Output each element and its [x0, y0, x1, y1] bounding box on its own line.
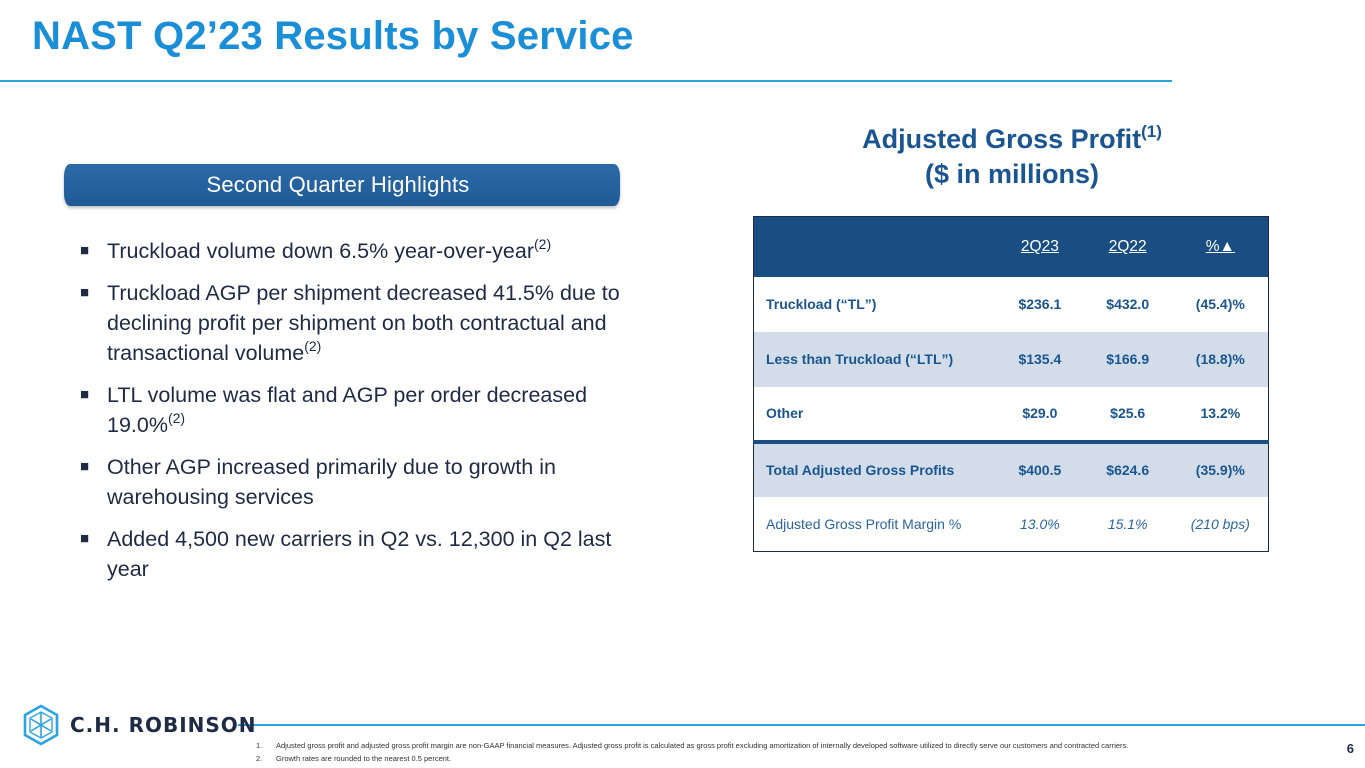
- cell-2q22: $624.6: [1106, 462, 1150, 478]
- table-row: Truckload (“TL”) $236.1 $432.0 (45.4)%: [754, 277, 1269, 332]
- table-row: Less than Truckload (“LTL”) $135.4 $166.…: [753, 331, 1269, 387]
- list-item: ■ LTL volume was flat and AGP per order …: [80, 380, 640, 440]
- list-item: ■ Other AGP increased primarily due to g…: [80, 452, 640, 512]
- table-row: Other $29.0 $25.6 13.2%: [754, 387, 1269, 442]
- table-heading: Adjusted Gross Profit(1) ($ in millions): [754, 122, 1270, 192]
- bullet-square-icon: ■: [80, 386, 90, 403]
- bullet-square-icon: ■: [80, 284, 90, 301]
- cell-change: (45.4)%: [1195, 296, 1245, 312]
- bullet-text: Truckload volume down 6.5% year-over-yea…: [107, 239, 534, 263]
- column-header-label: [754, 217, 997, 277]
- table-row-margin: Adjusted Gross Profit Margin % 13.0% 15.…: [754, 497, 1269, 552]
- list-item: ■ Added 4,500 new carriers in Q2 vs. 12,…: [80, 524, 640, 584]
- logo-wordmark: C.H. ROBINSON: [70, 713, 257, 737]
- cell-2q23: 13.0%: [1020, 515, 1060, 532]
- cell-change: (18.8)%: [1195, 351, 1245, 367]
- list-item: ■ Truckload AGP per shipment decreased 4…: [80, 278, 640, 368]
- cell-2q23: $400.5: [1018, 462, 1062, 478]
- table-heading-title: Adjusted Gross Profit: [862, 124, 1142, 154]
- page-title: NAST Q2’23 Results by Service: [32, 14, 634, 58]
- bullet-square-icon: ■: [80, 242, 90, 259]
- cell-change: 13.2%: [1200, 405, 1241, 421]
- highlights-list: ■ Truckload volume down 6.5% year-over-y…: [80, 236, 640, 596]
- cell-change: (210 bps): [1190, 515, 1250, 532]
- footnote-ref: (1): [1141, 122, 1162, 141]
- footnote: 1. Adjusted gross profit and adjusted gr…: [256, 739, 1128, 752]
- column-header-change: %▲: [1205, 237, 1235, 255]
- cell-2q22: $432.0: [1106, 296, 1150, 312]
- row-label: Total Adjusted Gross Profits: [766, 462, 955, 478]
- bullet-text: Added 4,500 new carriers in Q2 vs. 12,30…: [107, 527, 612, 581]
- table-row-total: Total Adjusted Gross Profits $400.5 $624…: [753, 441, 1269, 497]
- column-header-2q22: 2Q22: [1108, 237, 1147, 255]
- row-label: Less than Truckload (“LTL”): [766, 351, 954, 367]
- title-divider: [0, 80, 1172, 82]
- footnote-number: 2.: [256, 754, 263, 763]
- footer-divider: [238, 724, 1365, 726]
- bullet-text: Other AGP increased primarily due to gro…: [107, 455, 556, 509]
- highlights-banner: Second Quarter Highlights: [64, 164, 620, 206]
- adjusted-gross-profit-table: 2Q23 2Q22 %▲ Truckload (“TL”) $236.1 $43…: [753, 216, 1269, 552]
- cell-2q23: $135.4: [1018, 351, 1062, 367]
- bullet-square-icon: ■: [80, 530, 90, 547]
- row-label: Other: [766, 405, 804, 421]
- row-label: Adjusted Gross Profit Margin %: [766, 515, 962, 532]
- list-item: ■ Truckload volume down 6.5% year-over-y…: [80, 236, 640, 266]
- footnote: 2. Growth rates are rounded to the neare…: [256, 752, 1128, 765]
- cell-2q22: $25.6: [1110, 405, 1146, 421]
- footnote-ref: (2): [534, 236, 552, 252]
- highlights-banner-label: Second Quarter Highlights: [206, 172, 470, 197]
- cell-2q23: $29.0: [1022, 405, 1058, 421]
- table-heading-unit: ($ in millions): [924, 159, 1099, 189]
- cell-2q22: $166.9: [1106, 351, 1150, 367]
- table-header-row: 2Q23 2Q22 %▲: [753, 216, 1269, 277]
- column-header-2q23: 2Q23: [1020, 237, 1059, 255]
- footnote-text: Adjusted gross profit and adjusted gross…: [276, 741, 1129, 750]
- footnote-ref: (2): [304, 338, 322, 354]
- bullet-text: LTL volume was flat and AGP per order de…: [107, 383, 588, 437]
- bullet-text: Truckload AGP per shipment decreased 41.…: [107, 281, 620, 365]
- company-logo: C.H. ROBINSON: [22, 704, 257, 746]
- footnote-text: Growth rates are rounded to the nearest …: [276, 754, 452, 763]
- footnotes: 1. Adjusted gross profit and adjusted gr…: [256, 739, 1128, 765]
- cell-change: (35.9)%: [1195, 462, 1245, 478]
- footnote-ref: (2): [167, 410, 186, 426]
- footnote-number: 1.: [256, 741, 263, 750]
- page-number: 6: [1346, 741, 1354, 756]
- cell-2q22: 15.1%: [1107, 515, 1148, 532]
- cell-2q23: $236.1: [1018, 296, 1062, 312]
- bullet-square-icon: ■: [80, 458, 90, 475]
- row-label: Truckload (“TL”): [766, 296, 877, 312]
- hexagon-logo-icon: [23, 704, 59, 746]
